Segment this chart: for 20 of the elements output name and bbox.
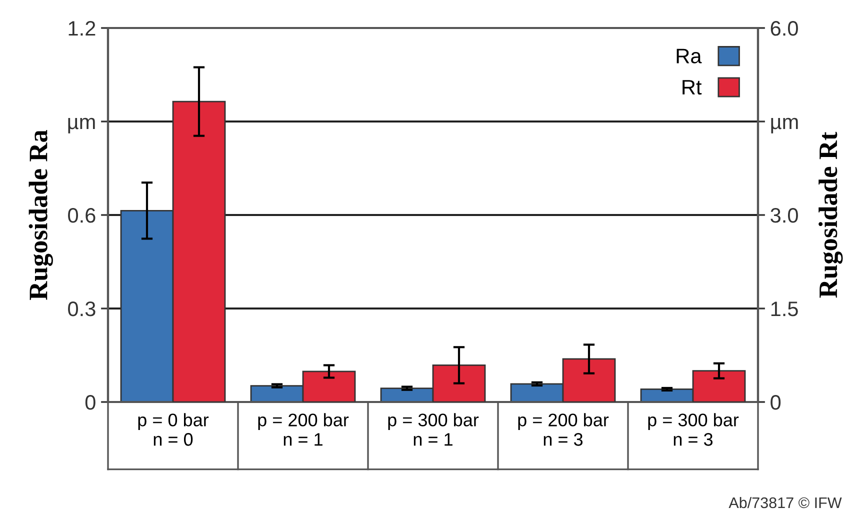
x-tick-label: p = 200 bar n = 1 bbox=[258, 413, 349, 446]
y2-tick-label: 6.0 bbox=[770, 21, 798, 36]
x-tick-label: p = 200 bar n = 3 bbox=[518, 413, 609, 446]
y-tick-label: 0 bbox=[85, 395, 96, 410]
x-tick-label: p = 0 bar n = 0 bbox=[138, 413, 209, 446]
x-tick-label: p = 300 bar n = 3 bbox=[648, 413, 739, 446]
y-tick-label: 1.2 bbox=[68, 21, 96, 36]
legend-label: Ra bbox=[676, 48, 702, 64]
y2-axis-title: Rugosidade Rt bbox=[818, 132, 843, 298]
legend-label: Rt bbox=[682, 80, 702, 95]
y2-tick-label: 0 bbox=[770, 395, 781, 410]
y-axis-title: Rugosidade Ra bbox=[28, 130, 53, 300]
y-tick-label: µm bbox=[68, 118, 95, 134]
y2-tick-label: 3.0 bbox=[770, 208, 798, 223]
y-tick-label: 0.6 bbox=[68, 208, 96, 223]
text: Ab/73817 © IFW bbox=[728, 496, 842, 508]
y-tick-label: 0.3 bbox=[68, 302, 96, 316]
y2-tick-label: 1.5 bbox=[771, 302, 798, 316]
y2-tick-label: µm bbox=[771, 118, 798, 134]
x-tick-label: p = 300 bar n = 1 bbox=[388, 413, 479, 446]
